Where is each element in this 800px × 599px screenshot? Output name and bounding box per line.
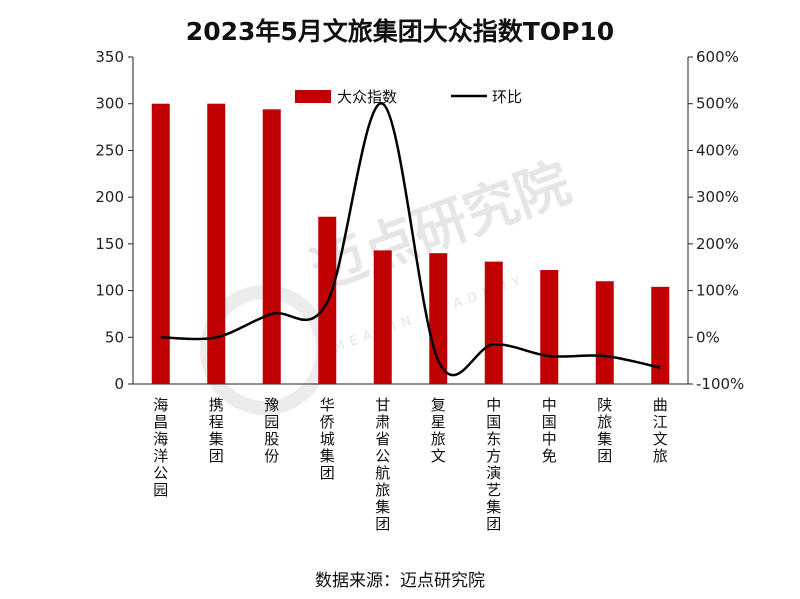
right-axis-tick-label: 500% bbox=[696, 95, 739, 113]
category-label: 中国中免 bbox=[542, 396, 557, 465]
bar bbox=[429, 253, 448, 384]
right-axis-tick-label: 200% bbox=[696, 235, 739, 253]
left-axis-tick-label: 150 bbox=[95, 235, 124, 253]
legend: 大众指数 环比 bbox=[295, 88, 522, 106]
left-axis-tick-label: 200 bbox=[95, 188, 124, 206]
category-label: 豫园股份 bbox=[264, 396, 279, 465]
left-axis-tick-label: 50 bbox=[105, 328, 124, 346]
line-series bbox=[160, 102, 661, 377]
bar bbox=[540, 270, 559, 384]
watermark: 迈点研究院 MEADIN ACADEMY bbox=[200, 151, 578, 415]
bar bbox=[373, 250, 392, 384]
bar bbox=[595, 281, 614, 384]
bar bbox=[651, 286, 670, 384]
bar bbox=[151, 103, 170, 384]
right-axis-tick-label: 400% bbox=[696, 141, 739, 159]
left-axis-tick-label: 250 bbox=[95, 141, 124, 159]
line-series-path bbox=[160, 102, 661, 377]
bar bbox=[262, 109, 281, 384]
category-label: 陕旅集团 bbox=[597, 396, 612, 465]
right-axis-tick-label: -100% bbox=[696, 375, 744, 393]
axes: 0 50 100 150 200 250 300 350 -100% 0% 100% 200% 300%… bbox=[95, 48, 744, 393]
right-axis-tick-label: 300% bbox=[696, 188, 739, 206]
right-axis-tick-label: 600% bbox=[696, 48, 739, 66]
legend-label-bar: 大众指数 bbox=[337, 88, 397, 106]
category-label: 携程集团 bbox=[209, 396, 224, 465]
left-axis-tick-label: 0 bbox=[114, 375, 124, 393]
category-label: 华侨城集团 bbox=[320, 396, 335, 482]
bar bbox=[484, 261, 503, 384]
category-label: 甘肃省公航旅集团 bbox=[375, 396, 390, 533]
left-axis-tick-label: 350 bbox=[95, 48, 124, 66]
right-axis-tick-label: 100% bbox=[696, 282, 739, 300]
right-axis-tick-label: 0% bbox=[696, 328, 720, 346]
left-axis-tick-label: 300 bbox=[95, 95, 124, 113]
category-label: 曲江文旅 bbox=[653, 396, 668, 465]
left-axis-tick-label: 100 bbox=[95, 282, 124, 300]
legend-label-line: 环比 bbox=[492, 88, 522, 106]
legend-swatch-bar bbox=[295, 90, 331, 103]
category-labels: 海昌海洋公园 携程集团 豫园股份 华侨城集团 甘肃省公航旅集团 复星旅文 中国东方演艺集团 中… bbox=[153, 396, 668, 533]
category-label: 中国东方演艺集团 bbox=[486, 396, 501, 533]
category-label: 海昌海洋公园 bbox=[153, 396, 168, 499]
bar bbox=[207, 103, 226, 384]
category-label: 复星旅文 bbox=[431, 396, 446, 465]
source-note: 数据来源：迈点研究院 bbox=[315, 571, 485, 591]
chart-title: 2023年5月文旅集团大众指数TOP10 bbox=[186, 17, 614, 46]
